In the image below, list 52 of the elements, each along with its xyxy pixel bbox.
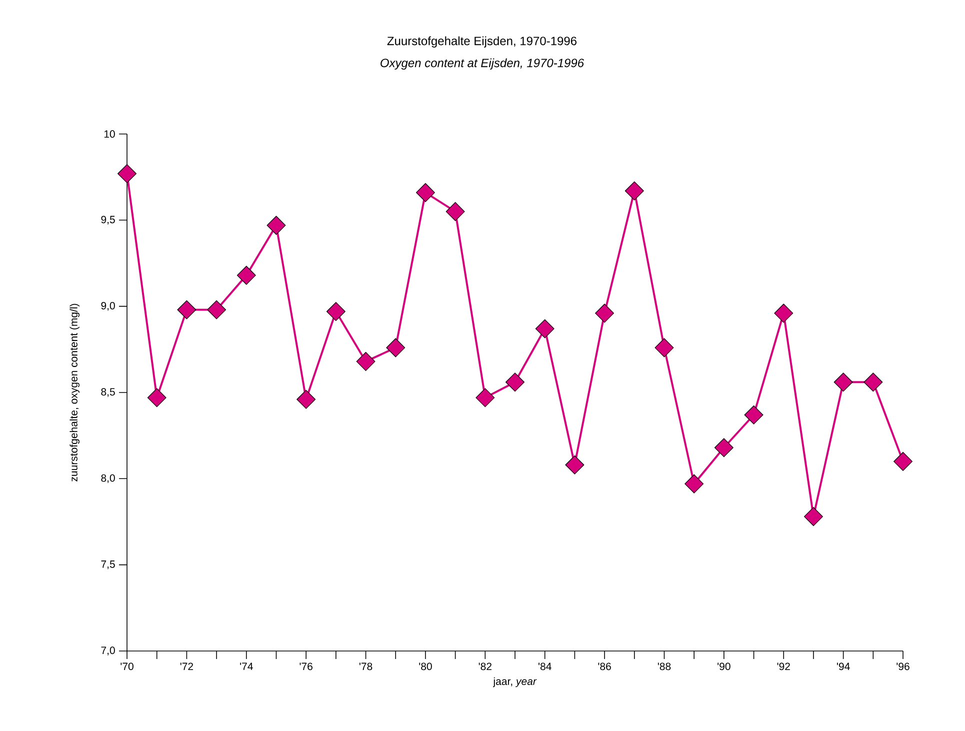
x-tick-label: '76 <box>300 662 312 670</box>
point <box>207 300 226 320</box>
x-tick-label: '92 <box>777 662 790 670</box>
x-tick-label: '88 <box>658 662 671 670</box>
point <box>624 181 644 200</box>
point <box>326 302 346 321</box>
point <box>296 390 316 409</box>
point <box>118 164 137 184</box>
point <box>416 183 435 202</box>
chart-subtitle: Oxygen content at Eijsden, 1970-1996 <box>380 58 584 70</box>
y-tick-label: 9,0 <box>101 302 115 311</box>
x-tick-label: '74 <box>240 662 253 670</box>
point <box>654 338 674 358</box>
x-tick-label: '90 <box>718 662 730 670</box>
point <box>236 266 256 285</box>
point <box>595 304 614 323</box>
point <box>177 300 196 320</box>
x-tick-label: '70 <box>120 662 134 670</box>
y-axis-title: zuurstofgehalte, oxygen content (mg/l) <box>70 304 80 482</box>
x-axis-title: jaar, year <box>492 677 537 688</box>
point <box>506 372 525 392</box>
y-tick-label: 7,0 <box>101 646 115 656</box>
x-tick-label: '72 <box>180 662 194 670</box>
point <box>386 338 406 358</box>
point <box>356 352 376 371</box>
x-tick-label: '80 <box>419 662 432 670</box>
y-tick-label: 9,5 <box>101 216 115 224</box>
point <box>744 405 764 424</box>
x-tick-label: '96 <box>896 662 910 670</box>
point <box>804 507 823 526</box>
point <box>684 474 704 494</box>
point <box>864 372 883 392</box>
point <box>446 202 465 222</box>
point <box>147 388 166 408</box>
x-tick-label: '78 <box>359 662 372 670</box>
x-tick-label: '94 <box>837 662 850 670</box>
point <box>476 388 495 408</box>
point <box>714 438 734 458</box>
x-tick-label: '82 <box>478 662 492 670</box>
point <box>266 216 286 235</box>
y-tick-label: 8,5 <box>101 388 115 397</box>
point <box>834 372 853 392</box>
x-tick-label: '86 <box>598 662 611 670</box>
point <box>774 304 794 323</box>
y-tick-label: 8,0 <box>101 474 115 483</box>
point <box>565 455 584 474</box>
x-tick-label: '84 <box>538 662 552 670</box>
chart-title: Zuurstofgehalte Eijsden, 1970-1996 <box>387 36 576 48</box>
point <box>535 319 554 338</box>
y-tick-label: 7,5 <box>101 560 115 570</box>
y-tick-label: 10 <box>104 130 115 138</box>
point <box>894 452 913 471</box>
